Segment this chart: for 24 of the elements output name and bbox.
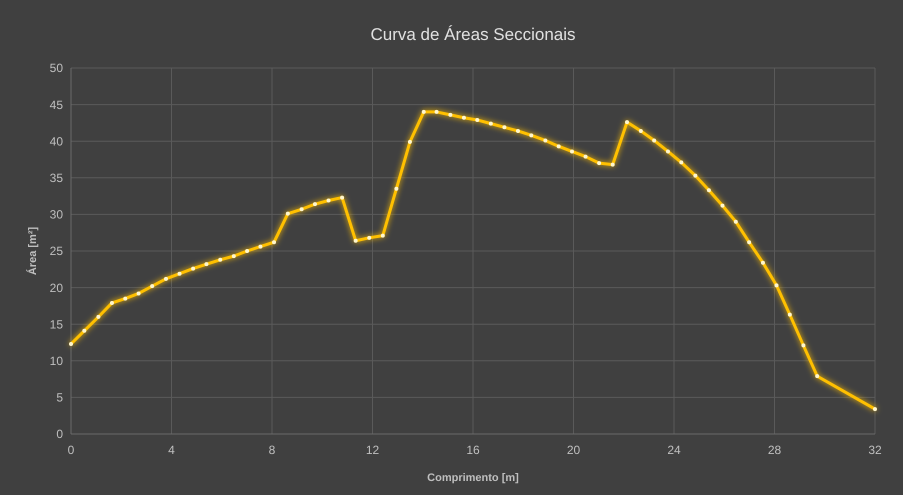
y-tick-label: 10 [50, 354, 64, 368]
x-tick-label: 8 [268, 443, 276, 457]
x-tick-label: 20 [566, 443, 580, 457]
y-tick-label: 30 [50, 208, 64, 222]
y-tick-label: 45 [50, 98, 64, 112]
chart-title: Curva de Áreas Seccionais [370, 25, 576, 44]
x-tick-label: 24 [667, 443, 681, 457]
x-axis-title: Comprimento [m] [427, 472, 520, 484]
line-series [69, 110, 877, 412]
y-tick-label: 40 [50, 134, 64, 148]
y-axis-title: Área [m²] [26, 226, 39, 276]
y-tick-label: 25 [50, 244, 64, 258]
x-tick-label: 0 [68, 443, 75, 457]
y-tick-label: 15 [50, 317, 64, 332]
x-tick-label: 28 [768, 443, 782, 457]
y-tick-label: 5 [56, 390, 64, 405]
x-tick-label: 32 [868, 443, 882, 457]
y-tick-label: 35 [50, 171, 64, 185]
x-tick-label: 4 [168, 443, 176, 457]
y-tick-label: 50 [50, 61, 64, 76]
y-tick-label: 0 [56, 427, 64, 442]
x-tick-label: 12 [366, 443, 380, 457]
y-tick-label: 20 [50, 280, 64, 295]
x-tick-label: 16 [466, 443, 480, 457]
